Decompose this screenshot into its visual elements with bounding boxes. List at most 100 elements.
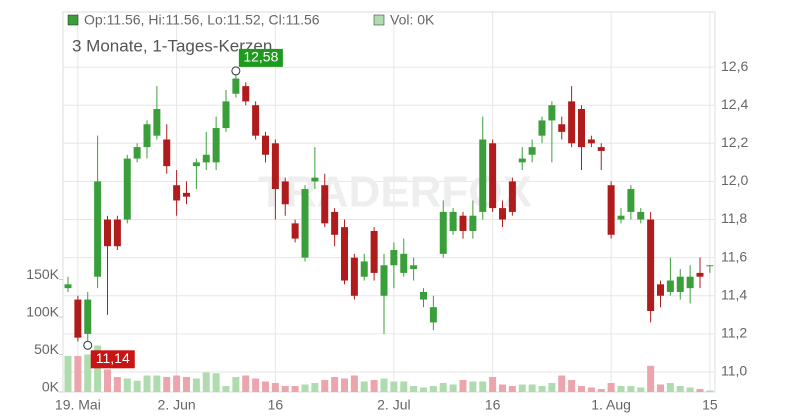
volume-bar [449, 384, 457, 392]
y-tick-label: 12,0 [721, 172, 748, 188]
candle-body [538, 120, 546, 136]
candle-body [123, 158, 131, 220]
volume-bar [301, 384, 309, 392]
volume-bar [637, 387, 645, 392]
x-tick-label: 16 [268, 397, 284, 413]
y-tick-label: 11,6 [721, 248, 747, 264]
candle-body [568, 101, 576, 144]
candle-body [262, 135, 269, 155]
volume-bar [94, 345, 102, 392]
candle-body [380, 265, 388, 296]
volume-bar [183, 377, 190, 392]
volume-bar [499, 384, 506, 392]
volume-bar [439, 383, 447, 392]
y-tick-label: 11,2 [721, 325, 747, 341]
candle-body [133, 147, 141, 159]
volume-bar [370, 380, 378, 392]
candle-body [291, 223, 299, 239]
volume-bar [508, 386, 516, 392]
candle-body [271, 143, 279, 190]
y-tick-label: 12,4 [721, 96, 748, 112]
volume-bar [459, 380, 467, 392]
legend-swatch [373, 14, 385, 26]
candle-body [192, 162, 200, 167]
candle-body [311, 177, 319, 182]
candle-body [331, 211, 339, 235]
volume-bar [321, 380, 329, 392]
candle-body [64, 284, 72, 289]
volume-bar [271, 383, 279, 392]
candle-body [429, 307, 437, 323]
volume-bar [291, 386, 299, 392]
candle-body [479, 139, 487, 212]
candle-body [449, 211, 457, 231]
volume-bar [192, 378, 200, 392]
candle-body [410, 265, 418, 270]
volume-bar [113, 377, 121, 392]
volume-bar [390, 381, 398, 392]
candle-body [489, 143, 497, 209]
candle-body [657, 284, 664, 296]
candle-body [499, 208, 506, 220]
volume-bar [558, 375, 566, 392]
x-tick-label: 15 [702, 397, 718, 413]
volume-bar [222, 386, 230, 392]
candle-body [666, 280, 674, 292]
candle-body [74, 299, 82, 338]
candle-body [439, 211, 447, 254]
candle-body [469, 215, 477, 231]
volume-bar [64, 356, 72, 392]
marker-box [238, 48, 283, 67]
volume-bar [104, 369, 111, 392]
volume-bar [173, 375, 181, 392]
plot-frame [62, 11, 716, 393]
volume-bar [400, 381, 408, 392]
volume-bar [429, 386, 437, 392]
x-tick-label: 19. Mai [55, 397, 101, 413]
volume-bar [133, 380, 141, 392]
y2-tick-label: 100K [26, 304, 59, 320]
x-tick-label: 1. Aug [591, 397, 631, 413]
candle-body [676, 276, 684, 292]
candle-body [686, 276, 694, 289]
volume-bar [587, 387, 595, 392]
volume-bar [123, 378, 131, 392]
marker-label: 11,14 [96, 350, 130, 366]
candle-body [548, 105, 556, 121]
candle-body [183, 192, 190, 197]
volume-bar [647, 365, 655, 392]
volume-bar [262, 381, 269, 392]
y2-tick-label: 150K [26, 266, 59, 282]
candle-body [420, 291, 427, 300]
candle-body [153, 109, 161, 136]
volume-bar [360, 381, 368, 392]
candle-body [232, 78, 240, 94]
volume-bar [163, 377, 171, 392]
y-tick-label: 11,8 [721, 210, 747, 226]
volume-bar [410, 386, 418, 392]
volume-bar [518, 384, 526, 392]
y2-tick-label: 0K [42, 379, 60, 395]
candle-body [173, 185, 181, 201]
y-tick-label: 12,6 [721, 58, 748, 74]
y-tick-label: 11,4 [721, 286, 747, 302]
candle-body [607, 185, 615, 235]
volume-bar [538, 386, 546, 392]
candle-body [341, 227, 348, 281]
candle-body [222, 101, 230, 129]
marker-box [90, 350, 135, 369]
candle-body [163, 139, 171, 167]
volume-bar [696, 389, 704, 392]
volume-bar [489, 377, 497, 392]
volume-bar [232, 377, 240, 392]
subtitle: 3 Monate, 1-Tages-Kerzen [72, 36, 272, 55]
candle-body [637, 211, 645, 220]
candle-body [597, 147, 605, 151]
volume-bar [469, 381, 477, 392]
volume-bar [657, 384, 664, 392]
candle-body [558, 124, 566, 132]
candle-body [627, 189, 635, 212]
volume-bar [479, 381, 487, 392]
candle-body [321, 185, 329, 224]
candle-body [113, 219, 121, 247]
